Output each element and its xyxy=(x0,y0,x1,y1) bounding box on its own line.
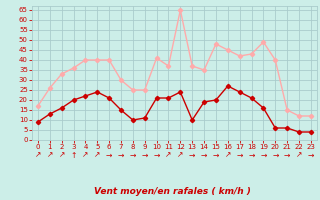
Text: ↗: ↗ xyxy=(225,150,231,160)
Text: ↗: ↗ xyxy=(47,150,53,160)
Text: ↗: ↗ xyxy=(296,150,302,160)
Text: →: → xyxy=(260,150,267,160)
Text: →: → xyxy=(308,150,314,160)
Text: →: → xyxy=(272,150,278,160)
Text: →: → xyxy=(284,150,290,160)
Text: ↗: ↗ xyxy=(165,150,172,160)
Text: ↗: ↗ xyxy=(94,150,100,160)
Text: Vent moyen/en rafales ( km/h ): Vent moyen/en rafales ( km/h ) xyxy=(94,188,251,196)
Text: →: → xyxy=(236,150,243,160)
Text: ↗: ↗ xyxy=(59,150,65,160)
Text: →: → xyxy=(141,150,148,160)
Text: ↗: ↗ xyxy=(177,150,184,160)
Text: →: → xyxy=(213,150,219,160)
Text: ↗: ↗ xyxy=(35,150,41,160)
Text: →: → xyxy=(153,150,160,160)
Text: →: → xyxy=(130,150,136,160)
Text: →: → xyxy=(201,150,207,160)
Text: →: → xyxy=(106,150,112,160)
Text: →: → xyxy=(248,150,255,160)
Text: →: → xyxy=(118,150,124,160)
Text: →: → xyxy=(189,150,196,160)
Text: ↗: ↗ xyxy=(82,150,89,160)
Text: ↑: ↑ xyxy=(70,150,77,160)
